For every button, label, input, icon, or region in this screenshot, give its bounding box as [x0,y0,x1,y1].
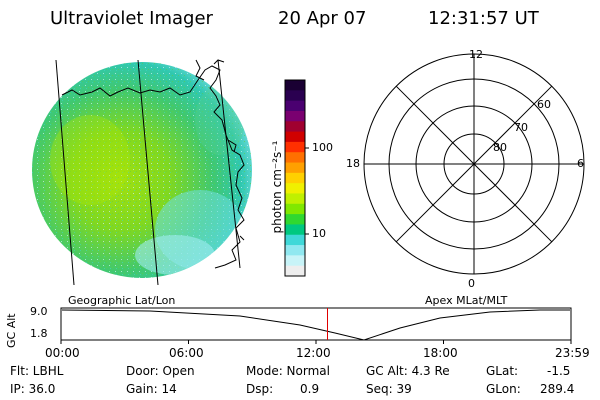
gc-alt-info: GC Alt: 4.3 Re [366,364,450,378]
time-tick-1200: 12:00 [296,346,331,360]
colorbar-segment [285,141,305,153]
glon-label: GLon: [486,382,521,396]
polar-plot [363,53,585,275]
seq-info: Seq: 39 [366,382,412,396]
colorbar-segment [285,245,305,256]
timeline-plot [60,307,572,344]
ip-info: IP: 36.0 [10,382,56,396]
colorbar-segment [285,203,305,215]
timeline-frame [60,307,572,341]
time-tick-1800: 18:00 [423,346,458,360]
colorbar-segment [285,224,305,236]
colorbar [285,80,305,277]
apex-label: Apex MLat/MLT [425,294,508,307]
earth-image [32,62,252,278]
door-info: Door: Open [126,364,195,378]
colorbar-frame [284,79,306,277]
colorbar-label-10: 10 [312,227,326,240]
colorbar-segment [285,255,305,267]
dsp-value: 0.9 [300,382,320,396]
time-label: 12:31:57 UT [428,8,539,29]
polar-diagonal-2 [395,85,553,243]
colorbar-segment [285,100,305,112]
colorbar-segment [285,214,305,225]
colorbar-segment [285,162,305,174]
colorbar-segment [285,265,305,277]
mlt-label-0: 0 [468,277,475,290]
lat-label-70: 70 [514,121,528,134]
colorbar-label-100: 100 [312,141,333,154]
mlt-label-6: 6 [577,157,584,170]
date-label: 20 Apr 07 [278,8,367,29]
geographic-label: Geographic Lat/Lon [68,294,176,307]
lat-label-60: 60 [537,98,551,111]
colorbar-segment [285,193,305,205]
glat-label: GLat: [486,364,519,378]
colorbar-segment [285,234,305,246]
gc-alt-axis-label: GC Alt [5,313,18,348]
colorbar-segment [285,80,305,91]
colorbar-segment [285,183,305,194]
alt-label-bottom: 1.8 [30,327,48,340]
colorbar-segment [285,131,305,143]
colorbar-segment [285,90,305,102]
mode-info: Mode: Normal [246,364,330,378]
colorbar-segment [285,110,305,122]
gain-info: Gain: 14 [126,382,177,396]
mlt-label-12: 12 [469,48,483,61]
alt-label-top: 9.0 [30,305,48,318]
time-tick-0000: 00:00 [45,346,80,360]
colorbar-unit-label: photon cm⁻²s⁻¹ [270,140,284,234]
dsp-label: Dsp: [246,382,274,396]
instrument-title: Ultraviolet Imager [50,8,213,29]
colorbar-segment [285,172,305,184]
filter-info: Flt: LBHL [10,364,64,378]
glon-value: 289.4 [540,382,575,396]
lat-label-80: 80 [493,141,507,154]
colorbar-segment [285,121,305,133]
glat-value: -1.5 [547,364,571,378]
geographic-meridians [55,59,241,286]
coastline-outlines [61,59,245,269]
altitude-curve [61,309,570,341]
time-tick-0600: 06:00 [169,346,204,360]
colorbar-segment [285,152,305,164]
mlt-label-18: 18 [346,157,360,170]
time-tick-2359: 23:59 [555,346,590,360]
